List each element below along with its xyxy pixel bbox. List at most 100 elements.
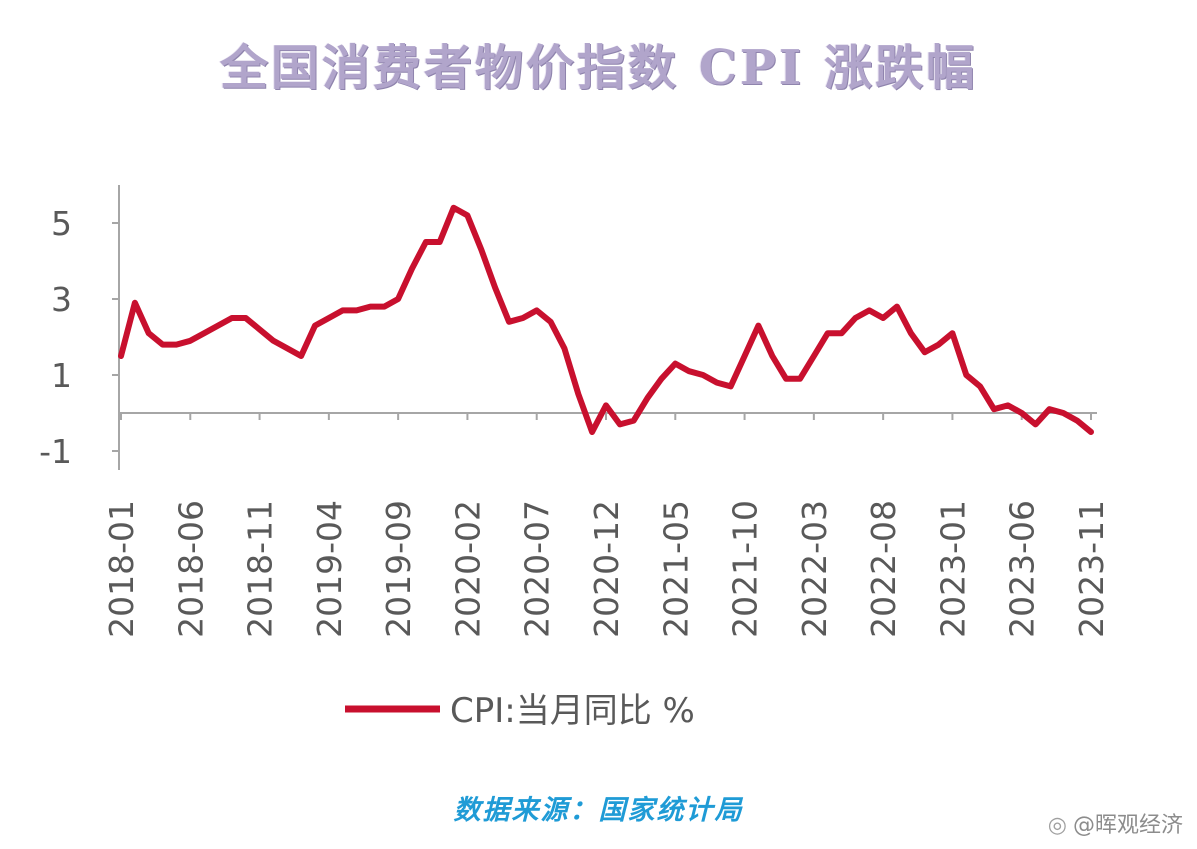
data-point bbox=[951, 332, 953, 334]
x-tick-label: 2022-03 bbox=[795, 500, 834, 638]
data-point bbox=[633, 420, 635, 422]
data-point bbox=[231, 317, 233, 319]
data-point bbox=[439, 241, 441, 243]
data-point bbox=[591, 431, 593, 433]
data-point bbox=[1021, 412, 1023, 414]
data-point bbox=[245, 317, 247, 319]
x-tick-label: 2020-02 bbox=[448, 500, 487, 638]
data-point bbox=[910, 332, 912, 334]
data-point bbox=[383, 306, 385, 308]
data-source-note: 数据来源：国家统计局 bbox=[453, 795, 744, 826]
data-point bbox=[993, 408, 995, 410]
data-point bbox=[716, 382, 718, 384]
data-point bbox=[148, 332, 150, 334]
data-point bbox=[674, 363, 676, 365]
x-tick-label: 2021-10 bbox=[726, 500, 765, 638]
data-point bbox=[744, 355, 746, 357]
y-tick-label: 3 bbox=[51, 280, 72, 319]
y-tick-label: -1 bbox=[39, 432, 72, 471]
data-point bbox=[785, 378, 787, 380]
data-point bbox=[397, 298, 399, 300]
x-tick-label: 2019-04 bbox=[310, 500, 349, 638]
data-point bbox=[286, 347, 288, 349]
watermark-text: @晖观经济 bbox=[1072, 813, 1183, 838]
data-point bbox=[896, 306, 898, 308]
weibo-icon: ◎ bbox=[1047, 813, 1067, 838]
data-point bbox=[1076, 420, 1078, 422]
data-point bbox=[369, 306, 371, 308]
data-point bbox=[494, 287, 496, 289]
x-tick-label: 2023-11 bbox=[1072, 500, 1111, 638]
data-point bbox=[813, 355, 815, 357]
x-tick-label: 2020-07 bbox=[518, 500, 557, 638]
data-point bbox=[550, 321, 552, 323]
data-point bbox=[508, 321, 510, 323]
data-point bbox=[1062, 412, 1064, 414]
data-point bbox=[1007, 404, 1009, 406]
watermark: ◎ @晖观经济 bbox=[1048, 807, 1183, 839]
data-point bbox=[162, 344, 164, 346]
y-tick-label: 5 bbox=[51, 204, 72, 243]
x-tick-label: 2018-06 bbox=[171, 500, 210, 638]
y-axis-ticks: -1 1 3 5 bbox=[39, 204, 119, 471]
x-tick-label: 2023-06 bbox=[1003, 500, 1042, 638]
data-point bbox=[203, 332, 205, 334]
x-tick-label: 2018-11 bbox=[241, 500, 280, 638]
data-point bbox=[425, 241, 427, 243]
x-tick-label: 2021-05 bbox=[656, 500, 695, 638]
x-axis-ticks: 2018-01 2018-06 2018-11 2019-04 2019-09 2020-… bbox=[102, 413, 1111, 638]
data-point bbox=[217, 325, 219, 327]
data-point bbox=[259, 328, 261, 330]
data-point bbox=[924, 351, 926, 353]
data-point bbox=[688, 370, 690, 372]
data-point bbox=[841, 332, 843, 334]
data-point bbox=[189, 340, 191, 342]
x-tick-label: 2023-01 bbox=[933, 500, 972, 638]
data-point bbox=[466, 214, 468, 216]
data-point bbox=[771, 355, 773, 357]
data-point bbox=[577, 393, 579, 395]
x-tick-label: 2018-01 bbox=[102, 500, 141, 638]
data-point bbox=[965, 374, 967, 376]
data-point bbox=[647, 397, 649, 399]
data-point bbox=[342, 309, 344, 311]
data-point bbox=[453, 207, 455, 209]
data-point bbox=[799, 378, 801, 380]
cpi-series-line bbox=[118, 204, 1094, 435]
data-point bbox=[1090, 431, 1092, 433]
data-point bbox=[979, 385, 981, 387]
x-tick-label: 2020-12 bbox=[587, 500, 626, 638]
data-point bbox=[882, 317, 884, 319]
data-point bbox=[480, 249, 482, 251]
data-point bbox=[619, 423, 621, 425]
data-point bbox=[175, 344, 177, 346]
data-point bbox=[328, 317, 330, 319]
data-point bbox=[702, 374, 704, 376]
data-point bbox=[1035, 423, 1037, 425]
data-point bbox=[300, 355, 302, 357]
y-tick-label: 1 bbox=[51, 356, 72, 395]
data-point bbox=[1048, 408, 1050, 410]
data-point bbox=[522, 317, 524, 319]
x-tick-label: 2022-08 bbox=[864, 500, 903, 638]
x-tick-label: 2019-09 bbox=[379, 500, 418, 638]
legend-label: CPI:当月同比 % bbox=[450, 691, 695, 731]
data-point bbox=[660, 378, 662, 380]
data-point bbox=[356, 309, 358, 311]
series-group bbox=[118, 204, 1094, 435]
data-point bbox=[120, 355, 122, 357]
data-point bbox=[314, 325, 316, 327]
data-point bbox=[827, 332, 829, 334]
chart-axes bbox=[118, 185, 1097, 470]
legend: CPI:当月同比 % bbox=[345, 691, 695, 731]
data-point bbox=[854, 317, 856, 319]
chart-title: 全国消费者物价指数 CPI 涨跌幅 bbox=[219, 40, 978, 96]
data-point bbox=[536, 309, 538, 311]
data-point bbox=[730, 385, 732, 387]
data-point bbox=[938, 344, 940, 346]
data-point bbox=[134, 302, 136, 304]
data-point bbox=[563, 347, 565, 349]
data-point bbox=[868, 309, 870, 311]
data-point bbox=[272, 340, 274, 342]
